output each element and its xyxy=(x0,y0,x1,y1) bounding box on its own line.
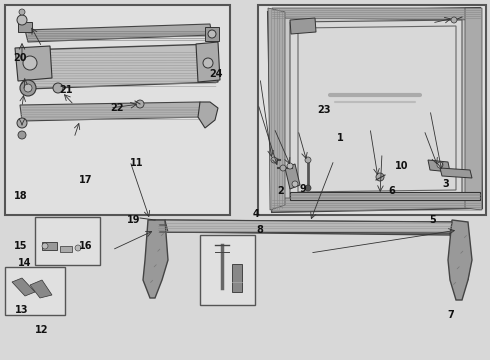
Circle shape xyxy=(18,131,26,139)
Circle shape xyxy=(24,84,32,92)
Polygon shape xyxy=(290,18,316,34)
Circle shape xyxy=(271,157,277,163)
Polygon shape xyxy=(290,192,480,200)
Bar xyxy=(200,235,255,305)
Text: 3: 3 xyxy=(442,179,449,189)
Text: 14: 14 xyxy=(18,258,31,268)
Text: 2: 2 xyxy=(277,186,284,196)
Polygon shape xyxy=(30,280,52,298)
Circle shape xyxy=(203,58,213,68)
Text: 10: 10 xyxy=(395,161,409,171)
Polygon shape xyxy=(198,102,218,128)
Text: 9: 9 xyxy=(299,184,306,194)
Circle shape xyxy=(451,17,457,23)
Bar xyxy=(35,217,100,265)
Text: 18: 18 xyxy=(14,191,27,201)
Text: 19: 19 xyxy=(126,215,140,225)
Text: 4: 4 xyxy=(252,209,259,219)
Circle shape xyxy=(305,157,311,163)
Polygon shape xyxy=(290,20,462,198)
Polygon shape xyxy=(268,8,482,212)
Polygon shape xyxy=(428,160,450,172)
Polygon shape xyxy=(448,220,472,300)
Circle shape xyxy=(75,245,81,251)
Circle shape xyxy=(292,181,298,187)
Text: 7: 7 xyxy=(447,310,454,320)
Circle shape xyxy=(19,9,25,15)
Polygon shape xyxy=(143,220,168,298)
Text: 23: 23 xyxy=(318,105,331,115)
Circle shape xyxy=(305,185,311,191)
Bar xyxy=(232,264,242,292)
Bar xyxy=(18,22,32,32)
Text: 8: 8 xyxy=(256,225,263,235)
Text: 11: 11 xyxy=(129,158,143,168)
Polygon shape xyxy=(20,102,202,121)
Polygon shape xyxy=(196,42,220,82)
Text: 5: 5 xyxy=(429,215,436,225)
Polygon shape xyxy=(465,8,482,210)
Text: 6: 6 xyxy=(389,186,395,196)
Circle shape xyxy=(280,165,286,171)
Circle shape xyxy=(17,118,27,128)
Circle shape xyxy=(53,83,63,93)
Polygon shape xyxy=(440,168,472,178)
Polygon shape xyxy=(15,46,52,81)
Circle shape xyxy=(287,163,293,169)
Text: 13: 13 xyxy=(15,305,28,315)
Text: 17: 17 xyxy=(79,175,93,185)
Circle shape xyxy=(208,30,216,38)
Circle shape xyxy=(136,100,144,108)
Polygon shape xyxy=(22,44,218,89)
Polygon shape xyxy=(165,220,452,233)
Circle shape xyxy=(437,162,443,168)
Polygon shape xyxy=(12,278,35,296)
Polygon shape xyxy=(268,8,285,210)
Text: 1: 1 xyxy=(337,132,344,143)
Text: 20: 20 xyxy=(13,53,26,63)
Polygon shape xyxy=(285,164,300,189)
Text: 22: 22 xyxy=(110,103,123,113)
Bar xyxy=(5,5,230,215)
Polygon shape xyxy=(272,8,480,20)
Bar xyxy=(258,5,486,215)
Bar xyxy=(42,242,57,250)
Circle shape xyxy=(42,243,48,249)
Text: 12: 12 xyxy=(35,325,49,336)
Text: 24: 24 xyxy=(209,69,222,79)
Bar xyxy=(60,246,72,252)
Text: 15: 15 xyxy=(14,240,27,251)
Polygon shape xyxy=(148,220,470,280)
Bar xyxy=(5,267,65,315)
Circle shape xyxy=(23,56,37,70)
Polygon shape xyxy=(25,24,212,42)
Polygon shape xyxy=(272,198,480,212)
Circle shape xyxy=(376,173,384,181)
Circle shape xyxy=(17,15,27,25)
Bar xyxy=(205,27,219,41)
Circle shape xyxy=(20,80,36,96)
Text: 21: 21 xyxy=(59,85,73,95)
Text: 16: 16 xyxy=(79,240,93,251)
